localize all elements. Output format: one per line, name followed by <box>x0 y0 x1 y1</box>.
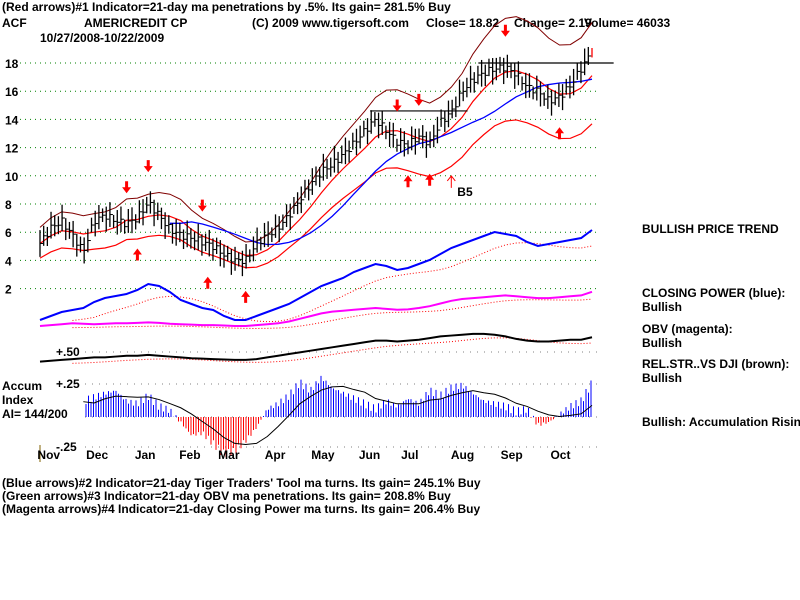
obv-status: Bullish <box>642 336 683 350</box>
closing-power-line <box>39 229 593 321</box>
price-tick-label: 18 <box>5 57 19 71</box>
month-label: Sep <box>501 448 523 462</box>
date-range: 10/27/2008-10/22/2009 <box>40 31 165 45</box>
relstr-status: Bullish <box>642 371 683 385</box>
month-label: Nov <box>37 448 60 462</box>
relstr-label: REL.STR..VS DJI (brown): <box>642 357 790 371</box>
obv-line <box>39 290 593 327</box>
b5-arrow-icon <box>446 175 456 188</box>
sell-arrow-icon <box>500 24 510 37</box>
sell-arrow-icon <box>122 181 132 194</box>
close-value: Close= 18.82 <box>426 16 500 30</box>
sell-arrow-icon <box>197 199 207 212</box>
sell-arrow-icon <box>143 160 153 173</box>
accum-status: Bullish: Accumulation Rising <box>642 415 800 429</box>
price-tick-label: 14 <box>5 113 19 127</box>
obv-ma-line <box>72 298 593 329</box>
price-tick-label: 2 <box>5 283 12 297</box>
month-label: Aug <box>451 448 474 462</box>
month-label: Feb <box>179 448 200 462</box>
label-minus25: -.25 <box>56 440 77 454</box>
sell-arrow-icon <box>414 93 424 106</box>
indicator3-text: (Green arrows)#3 Indicator=21-day OBV ma… <box>2 489 451 503</box>
closing-power-status: Bullish <box>642 300 683 314</box>
copyright: (C) 2009 www.tigersoft.com <box>252 16 409 30</box>
ticker: ACF <box>2 16 27 30</box>
month-label: May <box>311 448 335 462</box>
lower-band-line <box>39 119 593 269</box>
indicator1-text: (Red arrows)#1 Indicator=21-day ma penet… <box>2 0 451 14</box>
buy-arrow-icon <box>132 248 142 261</box>
indicator4-text: (Magenta arrows)#4 Indicator=21-day Clos… <box>2 502 481 516</box>
month-label: Jan <box>135 448 156 462</box>
accum-title: Accum <box>2 379 43 393</box>
buy-arrow-icon <box>403 175 413 188</box>
ma21-line <box>39 70 593 257</box>
buy-arrow-icon <box>555 127 565 140</box>
relstr-line <box>39 332 593 363</box>
price-tick-label: 12 <box>5 142 19 156</box>
price-tick-label: 8 <box>5 198 12 212</box>
indicator2-text: (Blue arrows)#2 Indicator=21-day Tiger T… <box>2 476 481 490</box>
sell-arrow-icon <box>392 99 402 112</box>
price-tick-label: 16 <box>5 85 19 99</box>
closing-power-label: CLOSING POWER (blue): <box>642 286 786 300</box>
accum-ma-line <box>83 385 593 445</box>
month-label: Jun <box>359 448 380 462</box>
month-label: Jul <box>401 448 418 462</box>
b5-label: B5 <box>457 185 473 199</box>
long-ma-line <box>169 78 593 246</box>
label-plus25: +.25 <box>56 377 80 391</box>
ai-value: AI= 144/200 <box>2 407 68 421</box>
obv-label: OBV (magenta): <box>642 322 733 336</box>
price-tick-label: 6 <box>5 226 12 240</box>
price-trend-label: BULLISH PRICE TREND <box>642 222 779 236</box>
volume-value: Volume= 46033 <box>584 16 671 30</box>
month-label: Dec <box>86 448 108 462</box>
price-tick-label: 10 <box>5 170 19 184</box>
buy-arrow-icon <box>203 276 213 289</box>
accum-title-2: Index <box>2 393 34 407</box>
buy-arrow-icon <box>425 173 435 186</box>
relstr-ma-line <box>72 337 593 364</box>
month-label: Mar <box>218 448 240 462</box>
label-plus50: +.50 <box>56 345 80 359</box>
company-name: AMERICREDIT CP <box>84 16 188 30</box>
buy-arrow-icon <box>241 290 251 303</box>
change-value: Change= 2.19 <box>514 16 592 30</box>
upper-band-line <box>39 16 593 243</box>
price-tick-label: 4 <box>5 254 12 268</box>
month-label: Oct <box>550 448 570 462</box>
month-label: Apr <box>265 448 286 462</box>
